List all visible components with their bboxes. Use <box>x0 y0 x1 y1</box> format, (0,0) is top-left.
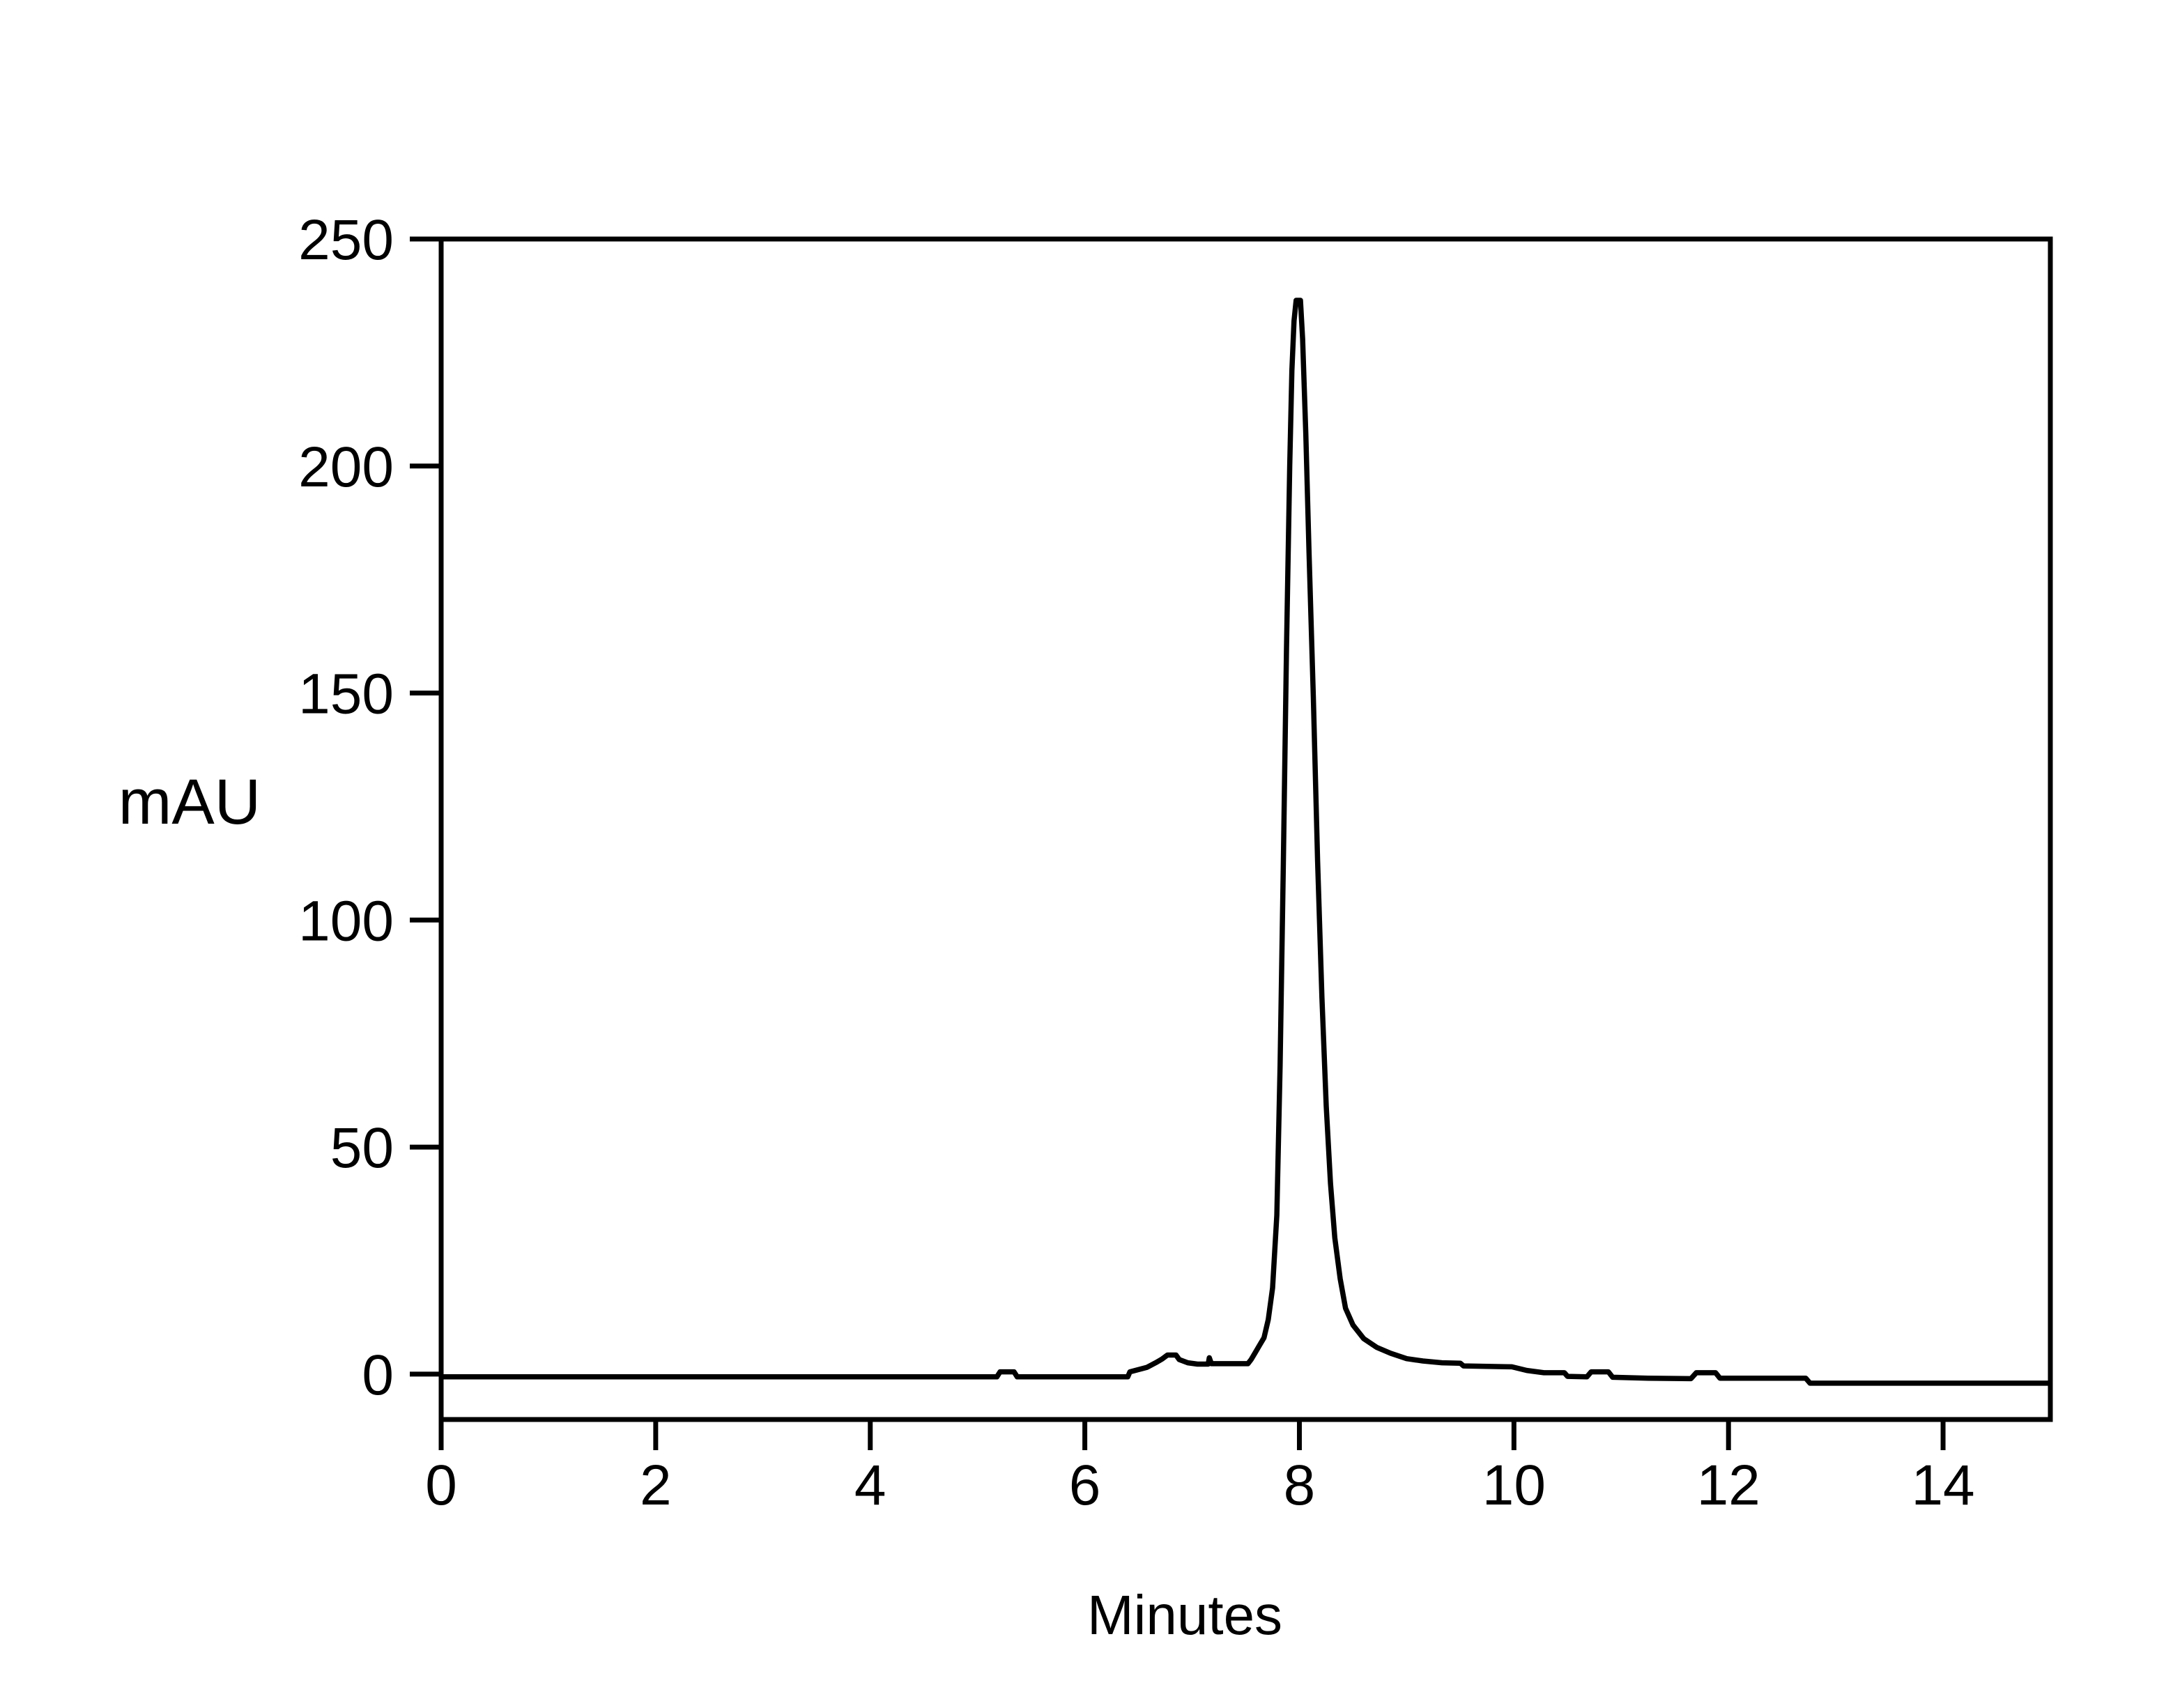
plot-frame <box>438 236 2053 1422</box>
x-tick-label: 14 <box>1911 1454 1974 1517</box>
x-tick-label: 6 <box>1069 1454 1101 1517</box>
x-tick-label: 10 <box>1482 1454 1546 1517</box>
x-axis-title: Minutes <box>1087 1584 1282 1646</box>
y-tick-label: 50 <box>330 1116 394 1180</box>
x-tick-label: 0 <box>425 1454 457 1517</box>
signal-trace <box>441 298 2050 1386</box>
y-tick-label: 200 <box>298 436 394 499</box>
y-tick-label: 250 <box>298 208 394 272</box>
y-axis-ticks: 0 50 100 150 200 250 <box>298 208 441 1407</box>
y-tick-label: 150 <box>298 663 394 726</box>
y-tick-label: 100 <box>298 889 394 953</box>
y-tick-label: 0 <box>362 1344 394 1407</box>
x-axis-ticks: 0 2 4 6 8 10 12 14 <box>425 1420 1975 1517</box>
x-tick-label: 12 <box>1697 1454 1760 1517</box>
y-axis-title: mAU <box>118 767 261 838</box>
x-tick-label: 2 <box>640 1454 672 1517</box>
x-tick-label: 8 <box>1284 1454 1316 1517</box>
x-tick-label: 4 <box>854 1454 886 1517</box>
